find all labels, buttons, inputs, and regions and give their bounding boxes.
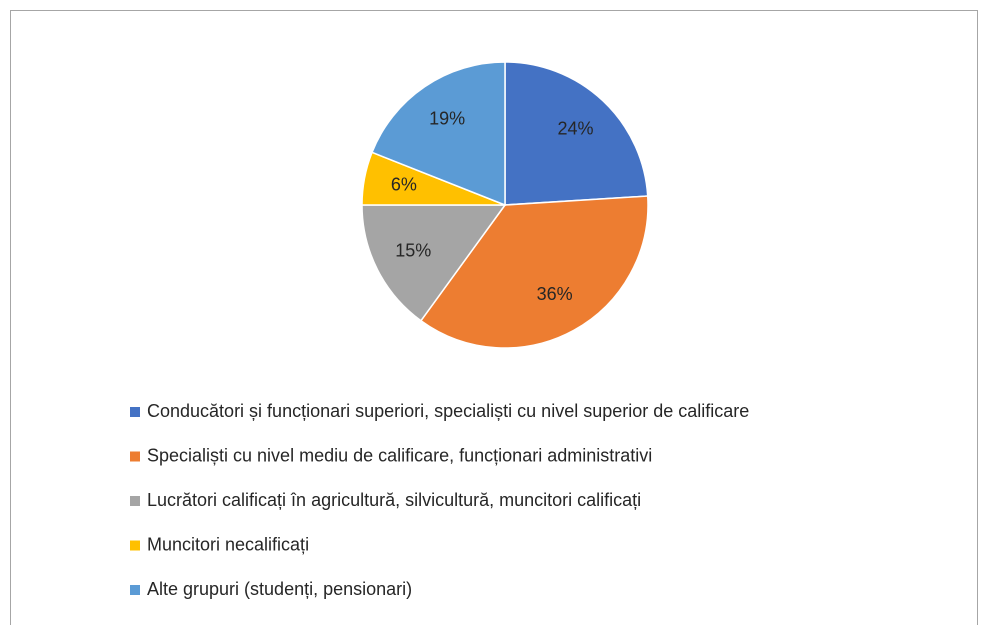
data-label: 36% (537, 284, 573, 304)
legend-label: Alte grupuri (studenți, pensionari) (147, 579, 412, 599)
pie-slice (504, 61, 649, 206)
pie-slice (361, 204, 507, 322)
pie-slice (371, 61, 506, 207)
pie-slice (419, 195, 649, 349)
data-label: 24% (557, 119, 593, 139)
legend-label: Specialiști cu nivel mediu de calificare… (147, 445, 652, 465)
data-label: 19% (429, 109, 465, 129)
data-label: 15% (395, 240, 431, 260)
legend-swatch (130, 407, 140, 417)
legend-swatch (130, 496, 140, 506)
legend-label: Lucrători calificați în agricultură, sil… (147, 490, 641, 510)
legend-label: Muncitori necalificați (147, 534, 309, 554)
legend-swatch (130, 585, 140, 595)
data-label: 6% (391, 174, 417, 194)
legend-swatch (130, 540, 140, 551)
legend-label: Conducători și funcționari superiori, sp… (147, 401, 749, 421)
legend-swatch (130, 451, 140, 462)
